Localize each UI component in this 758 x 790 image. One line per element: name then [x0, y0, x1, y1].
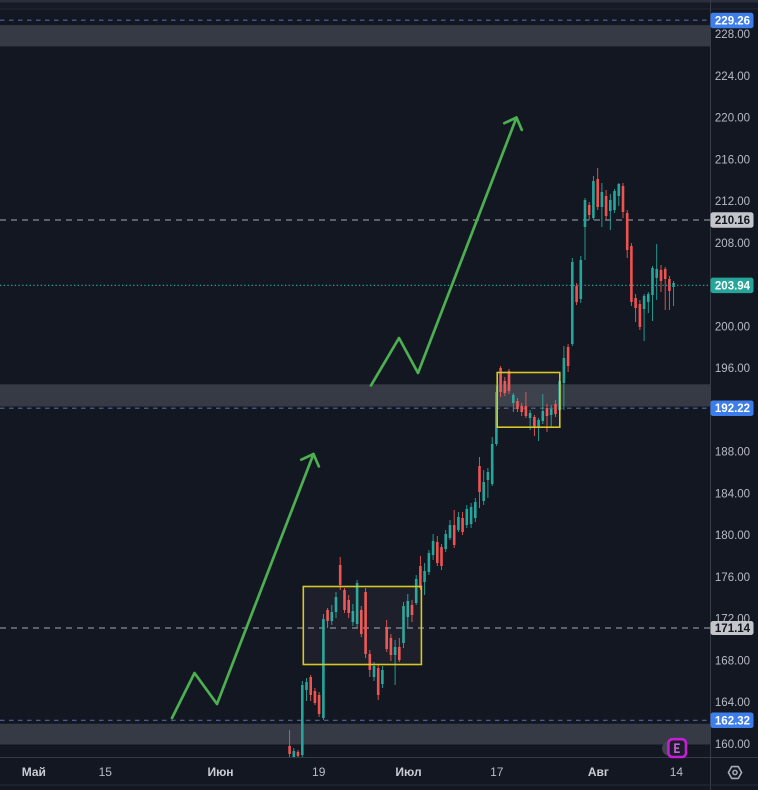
svg-text:160.00: 160.00: [715, 739, 750, 751]
svg-text:162.32: 162.32: [715, 715, 750, 727]
svg-text:17: 17: [490, 765, 504, 779]
svg-text:184.00: 184.00: [715, 488, 750, 500]
svg-text:Май: Май: [22, 765, 46, 779]
svg-text:188.00: 188.00: [715, 447, 750, 459]
svg-text:208.00: 208.00: [715, 238, 750, 250]
svg-text:200.00: 200.00: [715, 321, 750, 333]
svg-text:19: 19: [312, 765, 326, 779]
svg-text:229.26: 229.26: [715, 16, 750, 28]
svg-text:171.14: 171.14: [715, 623, 751, 635]
svg-text:228.00: 228.00: [715, 29, 750, 41]
svg-text:192.22: 192.22: [715, 403, 750, 415]
svg-text:220.00: 220.00: [715, 113, 750, 125]
svg-text:14: 14: [670, 765, 684, 779]
svg-text:196.00: 196.00: [715, 363, 750, 375]
svg-text:Авг: Авг: [588, 765, 609, 779]
svg-text:Июл: Июл: [395, 765, 421, 779]
svg-text:210.16: 210.16: [715, 215, 750, 227]
svg-text:164.00: 164.00: [715, 697, 750, 709]
svg-text:203.94: 203.94: [715, 280, 751, 292]
svg-text:15: 15: [99, 765, 113, 779]
svg-text:180.00: 180.00: [715, 530, 750, 542]
svg-text:212.00: 212.00: [715, 196, 750, 208]
svg-text:176.00: 176.00: [715, 572, 750, 584]
svg-text:168.00: 168.00: [715, 655, 750, 667]
svg-text:224.00: 224.00: [715, 71, 750, 83]
svg-text:216.00: 216.00: [715, 154, 750, 166]
svg-text:Июн: Июн: [207, 765, 233, 779]
